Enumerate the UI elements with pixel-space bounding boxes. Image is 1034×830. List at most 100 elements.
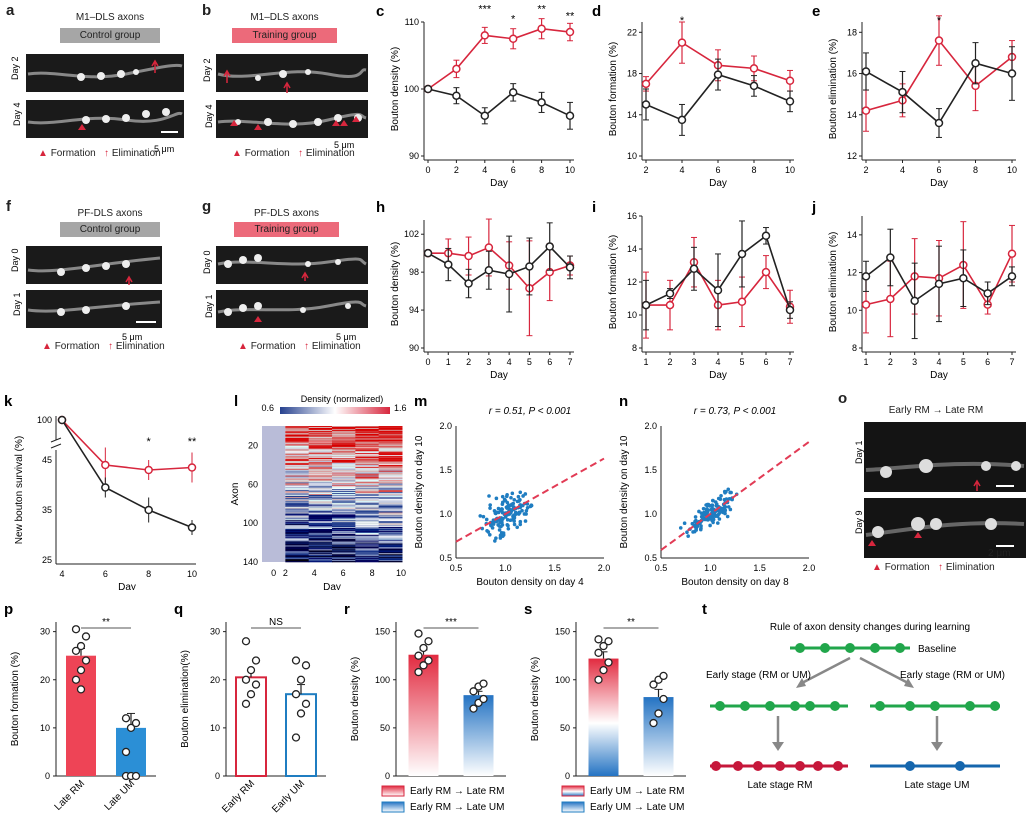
heatmap-cell	[355, 457, 380, 459]
heatmap-cell	[285, 519, 310, 521]
heatmap-cell	[308, 468, 333, 471]
heatmap-cell	[308, 434, 333, 437]
data-point	[241, 699, 251, 708]
data-point	[291, 656, 301, 665]
x-axis-label: Bouton density on day 4	[476, 577, 584, 588]
y-tick-label: 50	[560, 723, 570, 733]
heatmap-cell	[332, 452, 356, 454]
data-point	[424, 637, 433, 646]
heatmap-cell	[378, 507, 403, 509]
panel-a-group: Control group	[60, 28, 160, 43]
bar	[116, 727, 146, 776]
scatter-point	[706, 508, 710, 512]
heatmap-cell	[285, 557, 310, 559]
y-axis-label: Bouton density on day 10	[619, 435, 630, 548]
heatmap-cell	[378, 455, 403, 457]
x-axis-label: Day	[490, 178, 508, 189]
heatmap-cell	[285, 529, 310, 532]
heatmap-cell	[285, 548, 310, 550]
heatmap-cell	[378, 493, 403, 495]
heatmap-cell	[355, 539, 380, 541]
heatmap-cell	[378, 533, 403, 536]
heatmap-cell	[355, 462, 380, 465]
heatmap-cell	[378, 509, 403, 511]
scatter-point	[723, 511, 727, 516]
y-tick-label: 0	[385, 771, 390, 781]
data-point	[713, 70, 723, 79]
heatmap-cell	[355, 486, 380, 488]
data-point	[291, 733, 301, 742]
heatmap-cell	[308, 539, 333, 541]
heatmap-cell	[332, 509, 356, 511]
early-stage-right: Early stage (RM or UM)	[900, 670, 1005, 681]
heatmap-cell	[332, 479, 356, 481]
heatmap-cell	[378, 519, 403, 521]
data-point	[659, 671, 668, 681]
heatmap-cell	[332, 435, 356, 437]
y-tick-label: 30	[210, 627, 220, 637]
heatmap-cell	[378, 499, 403, 502]
y-tick-label: 10	[40, 723, 50, 733]
heatmap-cell	[378, 511, 403, 513]
scatter-point	[711, 517, 716, 522]
heatmap-cell	[308, 482, 333, 484]
panel-label: n	[619, 393, 628, 410]
heatmap-cell	[332, 557, 356, 559]
heatmap-cell	[332, 522, 356, 524]
heatmap-cell	[285, 514, 310, 516]
heatmap-cell	[355, 517, 380, 519]
heatmap-cell	[378, 524, 403, 526]
x-tick-label: 1	[863, 357, 868, 367]
heatmap-cell	[285, 497, 310, 500]
heatmap-cell	[332, 539, 356, 541]
heatmap-cell	[308, 476, 333, 478]
heatmap-cell	[332, 486, 356, 488]
y-tick-label: 2.0	[644, 421, 657, 431]
x-tick-label: Early RM	[220, 778, 257, 815]
heatmap-cell	[285, 502, 310, 505]
significance-star: *	[147, 436, 152, 448]
heatmap-cell	[355, 553, 380, 555]
svg-text:Day 1: Day 1	[204, 294, 214, 318]
significance-star: *	[937, 15, 942, 27]
heatmap-cell	[308, 553, 333, 555]
heatmap-cell	[332, 513, 356, 515]
x-tick-label: 0	[271, 568, 276, 578]
stats-annotation: r = 0.73, P < 0.001	[694, 406, 776, 417]
scatter-point	[503, 515, 508, 519]
heatmap-cell	[285, 473, 310, 475]
heatmap-cell	[332, 460, 356, 463]
heatmap-cell	[308, 508, 333, 510]
y-tick-label: 12	[847, 151, 857, 161]
scatter-point	[487, 494, 491, 498]
heatmap-cell	[332, 501, 356, 504]
heatmap-cell	[355, 482, 380, 484]
data-point	[604, 637, 613, 646]
heatmap-cell	[378, 504, 403, 506]
heatmap-cell	[285, 442, 310, 444]
heatmap-cell	[308, 511, 333, 513]
data-point	[983, 289, 992, 298]
heatmap-cell	[332, 458, 356, 460]
scatter-point	[488, 506, 492, 510]
heatmap-cell	[332, 442, 356, 444]
data-point	[246, 665, 256, 675]
heatmap-cell	[285, 534, 310, 537]
heatmap-cell	[332, 547, 356, 549]
heatmap-cell	[378, 475, 403, 477]
heatmap-cell	[285, 485, 310, 487]
heatmap-cell	[378, 508, 403, 510]
y-tick-label: 14	[627, 244, 637, 254]
heatmap-cell	[285, 478, 310, 480]
heatmap-cell	[378, 513, 403, 515]
heatmap-cell	[308, 523, 333, 525]
heatmap-cell	[308, 471, 333, 473]
x-tick-label: 8	[370, 568, 375, 578]
baseline-label: Baseline	[918, 644, 957, 655]
elimination-marker	[151, 59, 159, 73]
heatmap-cell	[308, 513, 333, 515]
heatmap-cell	[355, 511, 380, 513]
heatmap-cell	[308, 506, 333, 508]
heatmap-cell	[285, 549, 310, 551]
heatmap-cell	[378, 466, 403, 469]
